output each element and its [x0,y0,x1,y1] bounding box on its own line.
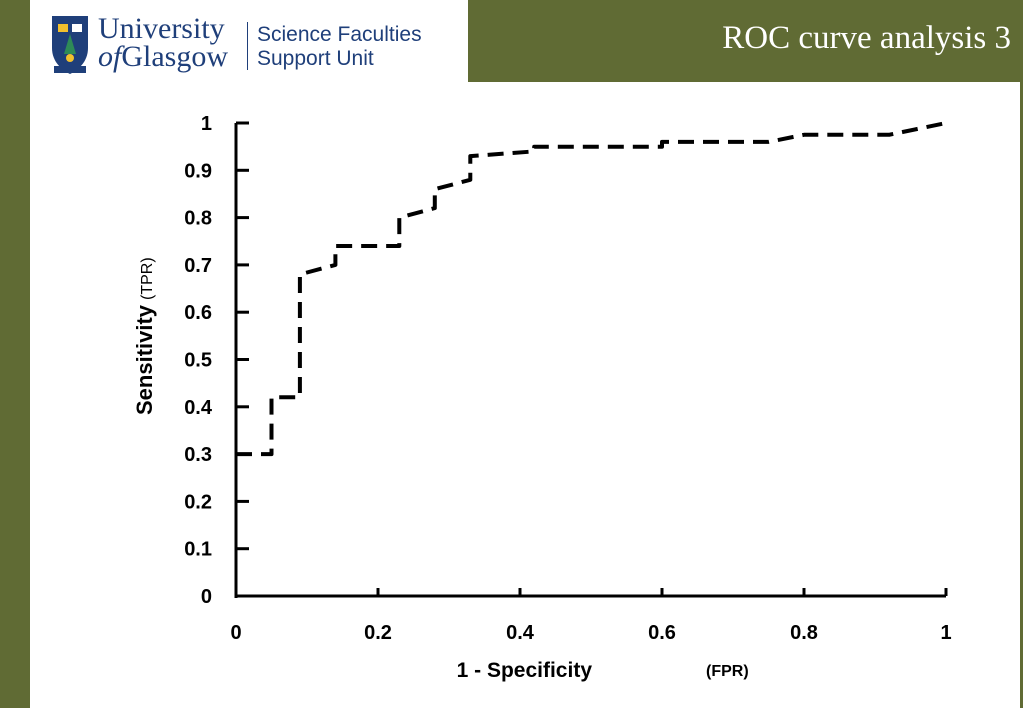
roc-curve-line [236,121,947,457]
y-tick-label: 0.3 [184,444,212,466]
slide-title: ROC curve analysis 3 [722,20,1011,56]
y-tick-label: 0.5 [184,350,212,372]
chart-axes [234,123,946,598]
x-axis-label: 1 - Specificity [457,659,593,682]
unit-name-line1: Science Faculties [257,23,422,46]
y-axis-label: Sensitivity [132,304,157,415]
university-name-line1: University [98,12,225,45]
unit-name-line2: Support Unit [257,47,374,70]
x-tick-label: 0.2 [364,622,392,644]
roc-points [236,123,946,454]
x-axis-label-suffix: (FPR) [706,663,749,680]
y-tick-label: 0.1 [184,539,212,561]
right-accent-edge [1020,0,1023,708]
university-crest-icon [52,16,88,74]
y-tick-label: 0 [201,586,212,608]
university-name-line2: ofGlasgow [98,40,228,74]
x-tick-label: 0 [230,622,241,644]
university-logo: University ofGlasgow Science Faculties S… [50,12,450,80]
title-bar: ROC curve analysis 3 [468,0,1023,82]
university-glasgow: Glasgow [121,40,228,73]
x-tick-label: 0.4 [506,622,535,644]
y-tick-label: 1 [201,113,212,135]
x-tick-label: 0.8 [790,622,818,644]
y-tick-label: 0.6 [184,302,212,324]
x-tick-label: 0.6 [648,622,676,644]
y-ticks: 0 0.1 0.2 0.3 0.4 0.5 0.6 0.7 0.8 0.9 1 [184,113,249,608]
x-ticks: 0 0.2 0.4 0.6 0.8 1 [230,588,952,644]
y-tick-label: 0.9 [184,160,212,182]
y-tick-label: 0.2 [184,491,212,513]
logo-divider [247,22,248,70]
y-axis-label-suffix: (TPR) [139,257,156,300]
y-tick-label: 0.4 [184,397,213,419]
x-tick-label: 1 [940,622,951,644]
y-tick-label: 0.7 [184,255,212,277]
university-of: of [98,40,122,73]
y-tick-label: 0.8 [184,208,212,230]
left-accent-bar [0,0,30,708]
